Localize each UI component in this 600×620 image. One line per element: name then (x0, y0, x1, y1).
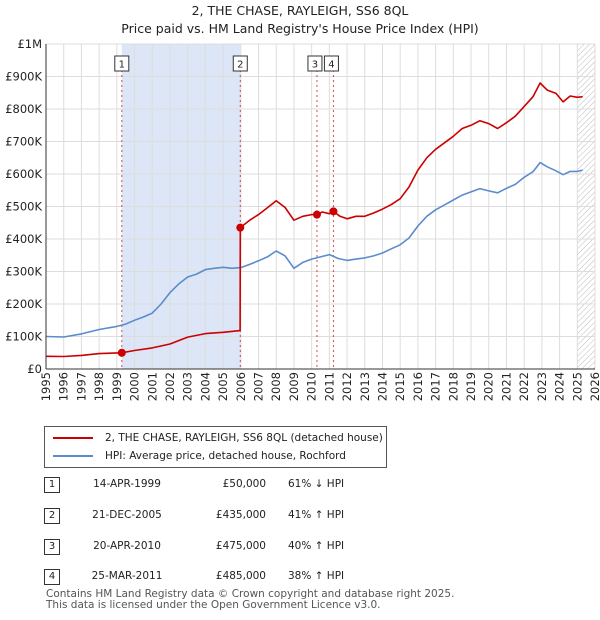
transaction-hpi-change: 40% ↑ HPI (288, 540, 345, 552)
transaction-number: 1 (44, 477, 60, 493)
transaction-row: 4 25-MAR-2011 £485,000 38% ↑ HPI (44, 567, 404, 587)
transaction-row: 2 21-DEC-2005 £435,000 41% ↑ HPI (44, 506, 404, 526)
transaction-hpi-change: 61% ↓ HPI (288, 478, 345, 490)
y-tick-label: £800K (5, 102, 42, 116)
x-tick-label: 2020 (482, 372, 496, 401)
x-tick-label: 2001 (145, 372, 159, 401)
x-tick-label: 1998 (92, 372, 106, 401)
x-tick-label: 2011 (322, 372, 336, 401)
chart-legend: 2, THE CHASE, RAYLEIGH, SS6 8QL (detache… (44, 426, 387, 468)
sale-label-box (323, 55, 339, 72)
property-price-line (45, 82, 583, 358)
y-tick-label: £0 (27, 362, 42, 376)
x-tick-label: 2015 (393, 372, 407, 401)
x-tick-label: 2023 (535, 372, 549, 401)
x-tick-label: 2019 (464, 372, 478, 401)
y-tick-label: £1M (17, 37, 42, 51)
transaction-hpi-change: 38% ↑ HPI (288, 570, 345, 582)
transaction-date: 20-APR-2010 (93, 540, 161, 552)
footer: Contains HM Land Registry data © Crown c… (46, 589, 454, 611)
transaction-hpi-change: 41% ↑ HPI (288, 509, 345, 521)
y-tick-label: £500K (5, 200, 42, 214)
transaction-number: 2 (44, 508, 60, 524)
x-tick-label: 1996 (57, 372, 71, 401)
x-tick-label: 2018 (446, 372, 460, 401)
transaction-price: £475,000 (215, 540, 266, 552)
x-tick-label: 2003 (181, 372, 195, 401)
transaction-date: 25-MAR-2011 (91, 570, 163, 582)
x-tick-label: 2009 (287, 372, 301, 401)
transaction-price: £50,000 (222, 478, 266, 490)
y-tick-label: £900K (5, 70, 42, 84)
sale-label-box (232, 55, 248, 72)
x-tick-label: 2014 (375, 372, 389, 401)
y-tick-label: £400K (5, 232, 42, 246)
x-tick-label: 1995 (39, 372, 53, 401)
sale-point (312, 210, 321, 219)
sale-label-box (307, 55, 323, 72)
transaction-price: £485,000 (215, 570, 266, 582)
legend-label-hpi: HPI: Average price, detached house, Roch… (105, 450, 346, 462)
y-tick-label: £300K (5, 265, 42, 279)
sale-point (236, 223, 245, 232)
y-tick-label: £200K (5, 297, 42, 311)
x-tick-label: 2012 (340, 372, 354, 401)
transaction-date: 21-DEC-2005 (92, 509, 162, 521)
sale-label-box (114, 55, 130, 72)
x-tick-label: 2006 (234, 372, 248, 401)
x-tick-label: 2005 (216, 372, 230, 401)
x-tick-label: 1997 (74, 372, 88, 401)
transaction-number: 4 (44, 569, 60, 585)
transaction-row: 1 14-APR-1999 £50,000 61% ↓ HPI (44, 475, 404, 495)
x-tick-label: 2017 (429, 372, 443, 401)
price-chart: £0 £100K £200K £300K £400K £500K £600K £700K £80… (5, 37, 600, 401)
sale-point (329, 207, 338, 216)
transaction-row: 3 20-APR-2010 £475,000 40% ↑ HPI (44, 537, 404, 557)
y-tick-label: £700K (5, 135, 42, 149)
transaction-price: £435,000 (215, 509, 266, 521)
chart-title: 2, THE CHASE, RAYLEIGH, SS6 8QL (191, 3, 409, 18)
x-tick-label: 2002 (163, 372, 177, 401)
y-tick-label: £100K (5, 330, 42, 344)
x-tick-label: 2008 (269, 372, 283, 401)
x-tick-label: 2004 (198, 372, 212, 401)
legend-label-property: 2, THE CHASE, RAYLEIGH, SS6 8QL (detache… (105, 432, 383, 444)
x-tick-label: 2010 (305, 372, 319, 401)
x-tick-label: 2024 (553, 372, 567, 401)
x-tick-label: 2013 (358, 372, 372, 401)
x-tick-label: 2016 (411, 372, 425, 401)
footer-copyright: Contains HM Land Registry data © Crown c… (46, 588, 455, 600)
sale-label-number: 4 (328, 60, 334, 71)
sale-point (117, 348, 126, 357)
y-tick-label: £600K (5, 167, 42, 181)
transaction-date: 14-APR-1999 (93, 478, 161, 490)
transaction-number: 3 (44, 539, 60, 555)
hpi-line (45, 161, 583, 338)
x-tick-label: 2007 (252, 372, 266, 401)
x-tick-label: 1999 (110, 372, 124, 401)
legend-item-property: 2, THE CHASE, RAYLEIGH, SS6 8QL (detache… (53, 430, 383, 446)
x-tick-label: 2022 (517, 372, 531, 401)
x-tick-label: 2021 (499, 372, 513, 401)
sale-label-number: 1 (119, 60, 125, 71)
x-tick-label: 2025 (570, 372, 584, 401)
legend-item-hpi: HPI: Average price, detached house, Roch… (53, 448, 346, 464)
legend-swatch-hpi (53, 455, 93, 457)
legend-swatch-property (53, 437, 93, 439)
footer-licence: This data is licensed under the Open Gov… (46, 599, 381, 611)
chart-subtitle: Price paid vs. HM Land Registry's House … (121, 21, 479, 36)
sale-label-number: 2 (237, 60, 243, 71)
x-tick-label: 2000 (128, 372, 142, 401)
x-tick-label: 2026 (588, 372, 600, 401)
sale-label-number: 3 (312, 60, 318, 71)
